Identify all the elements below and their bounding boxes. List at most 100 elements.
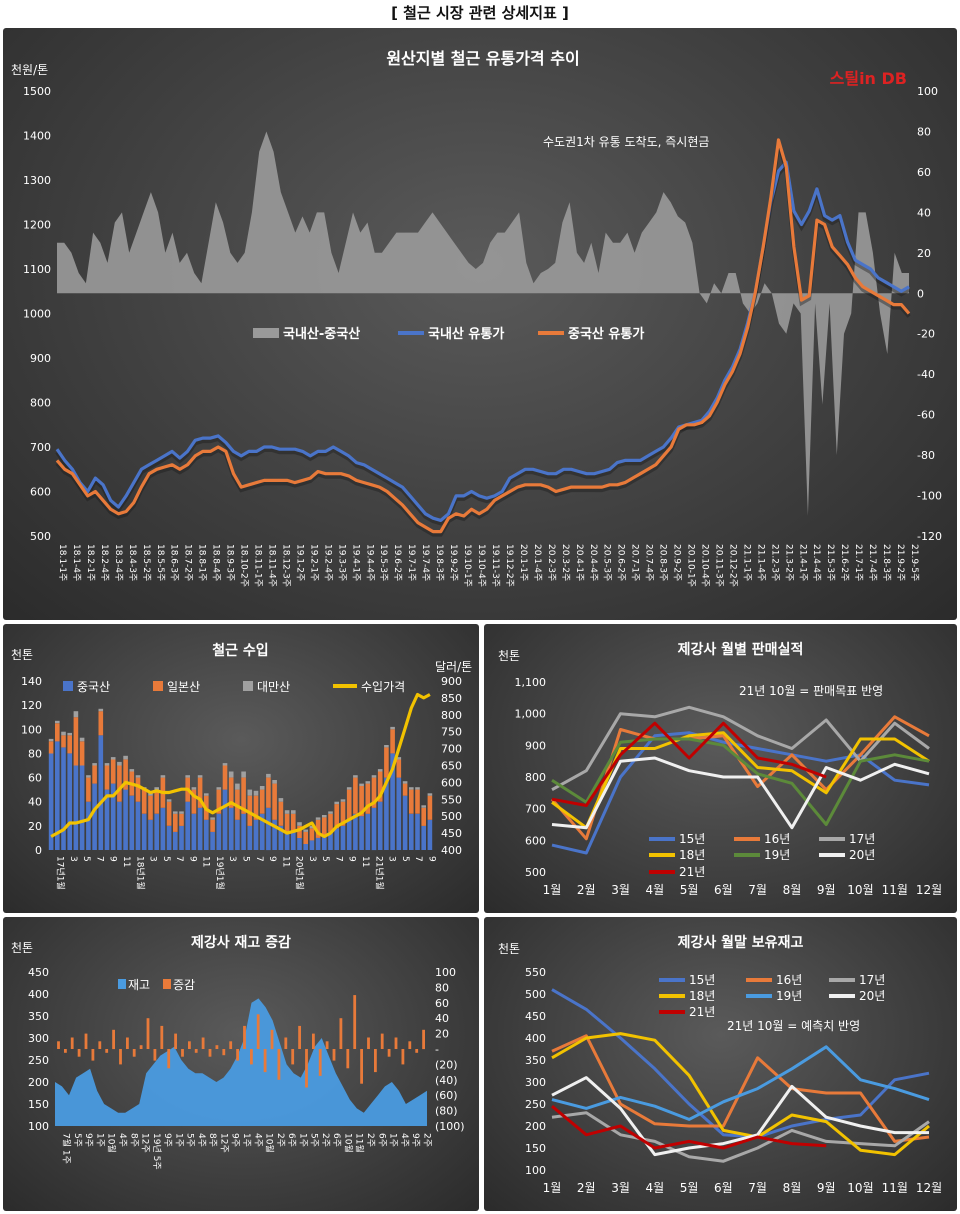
bar-change: [380, 1033, 384, 1049]
bar: [284, 810, 290, 814]
x-tick-label: 6주: [286, 1133, 297, 1147]
sales-chart: 제강사 월별 판매실적 천톤 500 600 700 800 900 1,000 1,100 1월…: [498, 641, 942, 897]
bar: [322, 815, 327, 818]
y2-tick-label: 500: [441, 810, 462, 823]
x-tick-label: 5: [320, 856, 330, 862]
bar-change: [132, 1049, 136, 1057]
x-tick-label: 5: [81, 856, 91, 862]
bar-change: [305, 1049, 308, 1088]
y-tick-label: 500: [525, 866, 546, 879]
bar: [340, 799, 346, 802]
x-tick-label: 19년 5주: [151, 1133, 162, 1170]
x-tick-label: 21.9-5주: [909, 544, 920, 581]
y-tick-label: 60: [28, 772, 42, 785]
bar: [61, 735, 66, 748]
series-line-china: [55, 138, 911, 534]
bar: [67, 735, 72, 754]
bar: [222, 789, 228, 850]
bar: [359, 786, 364, 817]
x-tick-label: 19.3-3주: [336, 544, 347, 581]
y-tick-label: 1500: [23, 85, 51, 98]
bar: [309, 825, 315, 829]
bar: [272, 819, 277, 850]
legend-label: 17년: [859, 973, 885, 987]
x-tick-label: 19.9-2주: [448, 544, 459, 581]
x-tick-label: 3: [387, 856, 397, 862]
bar: [346, 819, 352, 850]
series-line-import-price: [50, 692, 431, 839]
y-tick-label: 450: [525, 1010, 546, 1023]
y2-tick-label: 800: [441, 709, 462, 722]
bar-change: [263, 1049, 267, 1073]
inventory-chart: 제강사 월말 보유재고 천톤 100 150 200 250 300 350 400 450 500…: [498, 934, 942, 1195]
bar-change: [174, 1033, 177, 1049]
bar: [135, 775, 141, 778]
x-tick-label: 4주: [252, 1133, 263, 1147]
x-tick-label: 1주: [297, 1133, 308, 1147]
bar: [104, 763, 110, 766]
x-tick-label: 21.7-4주: [867, 544, 878, 581]
y2-tick-label: (60): [435, 1089, 458, 1102]
bar: [266, 773, 271, 778]
bar-change: [98, 1041, 102, 1049]
chart-title: 제강사 재고 증감: [191, 934, 291, 951]
bar-change: [105, 1049, 109, 1053]
y-tick-label: 700: [525, 803, 546, 816]
bar: [377, 771, 383, 802]
bar: [278, 801, 284, 826]
bar: [228, 807, 234, 851]
bar: [55, 723, 60, 742]
x-tick-label: 3: [307, 856, 317, 862]
bar: [117, 761, 122, 766]
bar: [92, 763, 97, 766]
x-tick-label: 18.1-1주: [57, 544, 68, 581]
bar-change: [167, 1049, 171, 1069]
x-tick-label: 7월: [748, 883, 767, 897]
x-tick-label: 20.4-4주: [588, 544, 599, 581]
bar: [284, 831, 290, 850]
y2-tick-label: 600: [441, 776, 462, 789]
x-tick-label: 20.10-4주: [699, 544, 710, 587]
bar: [328, 811, 333, 814]
x-tick-label: 1주: [94, 1133, 105, 1147]
x-tick-label: 19.4-4주: [364, 544, 375, 581]
legend-label: 국내산 유통가: [428, 326, 504, 342]
y2-tick-label: (100): [435, 1120, 465, 1133]
x-tick-label: 18.7-2주: [183, 544, 194, 581]
bar-change: [112, 1029, 115, 1050]
bar: [92, 765, 97, 784]
x-tick-label: 20.7-4주: [644, 544, 655, 581]
x-tick-label: 19.5-3주: [378, 544, 389, 581]
bar: [141, 813, 147, 850]
bar: [160, 807, 166, 851]
bar: [117, 801, 122, 850]
bar: [123, 759, 128, 790]
bar: [278, 825, 284, 850]
series-line-17년: [551, 705, 930, 792]
bar-change: [339, 1018, 343, 1049]
y2-tick-label: 100: [435, 966, 456, 979]
bar: [259, 789, 265, 814]
y2-tick-label: 60: [917, 166, 931, 179]
bar: [297, 825, 302, 838]
legend-label: 중국산: [77, 680, 110, 694]
x-tick-label: 2주: [365, 1133, 376, 1147]
inventory-change-chart: 제강사 재고 증감 천톤 100 150 200 250 300 350 400 450 (100)…: [11, 934, 465, 1170]
y2-tick-label: -40: [917, 368, 935, 381]
bar-change: [277, 1049, 281, 1080]
bar: [396, 759, 402, 778]
bar: [371, 807, 377, 851]
x-tick-label: 19.2-1주: [308, 544, 319, 581]
x-tick-label: 6월: [714, 1181, 733, 1195]
bar-change: [119, 1049, 122, 1065]
bar-change: [139, 1045, 143, 1049]
x-tick-label: 21.7-1주: [853, 544, 864, 581]
bar: [48, 753, 54, 850]
x-tick-label: 11: [121, 856, 131, 867]
bar: [340, 825, 346, 850]
y-tick-label: 140: [21, 675, 42, 688]
x-tick-label: 21.8-3주: [881, 544, 892, 581]
x-tick-label: 9: [108, 856, 118, 862]
series-line-19년: [551, 1045, 930, 1121]
bar: [402, 795, 408, 850]
